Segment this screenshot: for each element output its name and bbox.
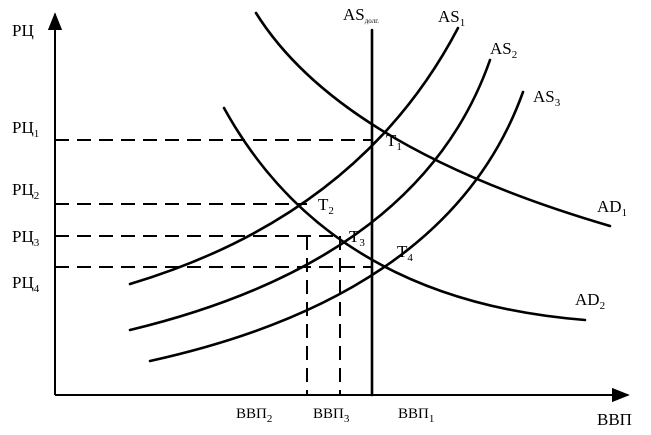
point-t3-label: T3: [349, 227, 365, 249]
guide-lines: [55, 139, 372, 395]
as1-curve: [128, 26, 460, 286]
gdp-level-2-label: ВВП2: [236, 406, 272, 425]
as3-label: AS3: [533, 87, 561, 109]
gdp-level-3-label: ВВП3: [313, 406, 350, 425]
as-long-run-label: ASдолг.: [343, 5, 379, 25]
price-level-4-label: РЦ4: [12, 273, 40, 295]
price-level-3-label: РЦ3: [12, 227, 40, 249]
ad2-curve: [222, 106, 587, 322]
as1-label: AS1: [438, 7, 465, 29]
x-axis-label: ВВП: [597, 410, 632, 429]
as3-curve: [148, 90, 525, 363]
point-t1-label: T1: [386, 131, 402, 153]
point-t4-label: T4: [397, 242, 413, 264]
gdp-level-1-label: ВВП1: [398, 406, 434, 425]
as2-label: AS2: [490, 39, 517, 61]
y-axis-label: РЦ: [12, 21, 34, 40]
point-t2-label: T2: [318, 195, 334, 217]
ad1-label: AD1: [597, 197, 627, 219]
price-level-2-label: РЦ2: [12, 180, 39, 202]
price-level-1-label: РЦ1: [12, 118, 39, 140]
ad1-curve: [254, 11, 612, 228]
ad2-label: AD2: [575, 290, 605, 312]
as2-curve: [128, 58, 492, 332]
